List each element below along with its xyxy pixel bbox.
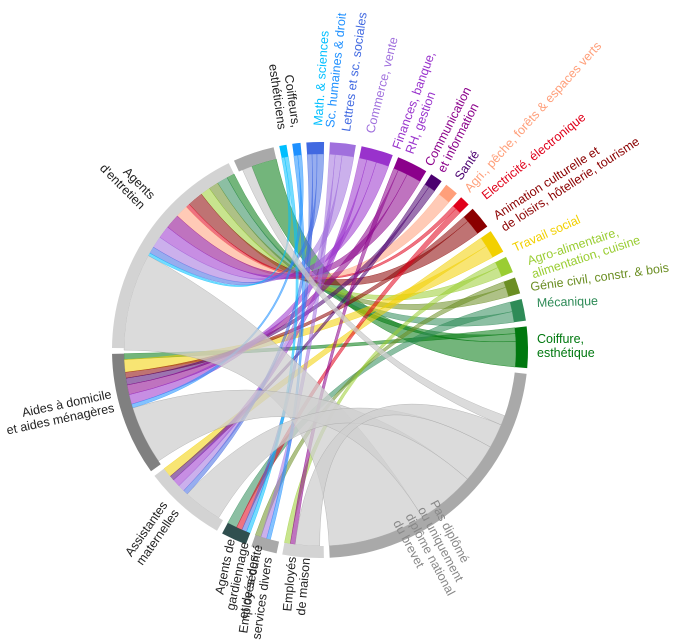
label-employes-maison: Employésde maison (280, 556, 313, 616)
sector-arc-electricite-electronique (452, 197, 469, 213)
sector-arc-commerce-vente (329, 142, 356, 157)
sector-arc-travail-social (480, 231, 504, 258)
sector-arc-employes-des-services-divers (251, 535, 280, 554)
label-commerce: Commerce, vente (363, 36, 400, 135)
label-agents-entretien: Agentsd'entretien (97, 151, 158, 212)
sector-arc-agri-peche-forets-espaces-verts (438, 184, 457, 203)
sector-arc-agro-alimentaire-alimentation-cuisine (495, 256, 513, 277)
sector-arc-coiffeurs-estheticiens (233, 147, 277, 172)
sector-arc-communication-et-information (393, 157, 427, 182)
sector-arc-agents-de-gardiennage-et-de-securite (222, 522, 251, 545)
sector-arc-animation-culturelle-et-de-loisirs-hotellerie-tourisme (463, 208, 488, 234)
label-math: Math. & sciences (311, 30, 332, 126)
chord-math-sciences-to-agents-de-gardiennage-et-de-securite (246, 156, 299, 534)
sector-arc-mecanique (510, 299, 526, 323)
sector-arc-sante (424, 174, 442, 191)
sector-arcs (112, 142, 529, 558)
sector-arc-genie-civil-constr-bois (503, 277, 521, 297)
sector-arc-pas-diplome-ou-uniquement-diplome-national-du-brevet (329, 372, 527, 558)
sector-arc-aides-a-domicile-et-aides-menageres (112, 353, 161, 472)
label-mecanique: Mécanique (537, 294, 599, 310)
sector-arc-coiffure-esthetique (514, 326, 529, 369)
label-coiffure: Coiffure, esthétique (537, 332, 595, 360)
chord-ribbons (123, 153, 517, 547)
chord-genie-civil-constr-bois-to-employes-des-services-divers (255, 281, 507, 538)
chord-electricite-electronique-to-agents-de-gardiennage-et-de-securite (236, 208, 461, 531)
sector-arc-sc-humaines-droit (292, 142, 302, 156)
sector-arc-agents-d-entretien (112, 163, 234, 349)
label-aides-domicile: Aides à domicileet aides ménagères (2, 387, 115, 437)
sector-arc-lettres-et-sc-sociales (306, 142, 325, 155)
label-assistantes: Assistantesmaternelles (122, 499, 182, 568)
sector-arc-employes-de-maison (282, 542, 324, 558)
chord-mecanique-to-agents-de-gardiennage-et-de-securite (227, 301, 513, 528)
chord-pas-diplome-ou-uniquement-diplome-national-du-brevet-to-employes-de-maison (294, 403, 502, 547)
sector-arc-finances-banque-rh-gestion (359, 146, 393, 167)
label-coiffeurs: Coiffeurs,esthéticiens (266, 61, 303, 130)
sector-arc-math-sciences (279, 144, 289, 158)
sector-arc-assistantes-maternelles (154, 468, 223, 531)
